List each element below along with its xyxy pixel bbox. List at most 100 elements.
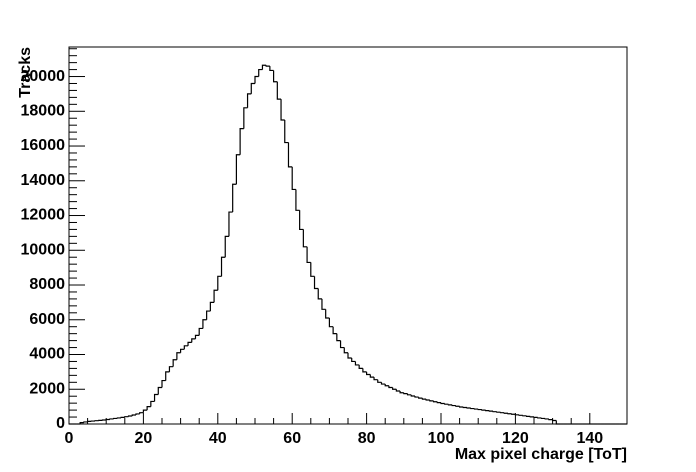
y-axis-title: Tracks: [17, 47, 34, 98]
histogram-bin: [284, 119, 289, 144]
histogram-bin: [511, 413, 516, 415]
histogram-bin: [310, 262, 315, 277]
histogram-bin: [351, 357, 356, 363]
histogram-bin: [239, 128, 244, 155]
histogram-bin: [246, 93, 252, 108]
histogram-bin: [317, 288, 322, 300]
histogram-bin: [258, 68, 263, 77]
histogram-bin: [481, 409, 486, 411]
histogram-bin: [209, 301, 215, 312]
histogram-bin: [105, 418, 110, 421]
histogram-bin: [343, 347, 348, 354]
histogram-bin: [235, 154, 241, 185]
histogram-bin: [243, 107, 248, 129]
histogram-bin: [507, 413, 512, 415]
histogram-bin: [109, 418, 114, 420]
histogram-bin: [354, 361, 360, 366]
histogram-bin: [518, 414, 523, 416]
histogram-bin: [473, 408, 479, 410]
histogram-bin: [139, 412, 144, 414]
x-tick-label: 60: [283, 430, 301, 447]
y-tick-label: 12000: [21, 207, 66, 224]
y-tick-label: 6000: [29, 311, 65, 328]
y-tick-label: 14000: [21, 172, 66, 189]
histogram-bin: [555, 420, 561, 425]
histogram-bin: [477, 408, 482, 411]
histogram-bin: [120, 416, 125, 418]
histogram-bin: [194, 334, 200, 339]
histogram-bin: [325, 309, 330, 319]
histogram-bin: [254, 75, 259, 84]
histogram-bin: [377, 379, 382, 383]
histogram-bin: [265, 65, 270, 67]
histogram-bin: [232, 183, 237, 213]
histogram-bin: [496, 411, 501, 413]
histogram-bin: [127, 415, 133, 417]
y-tick-label: 16000: [21, 137, 66, 154]
histogram-bin: [176, 352, 181, 360]
histogram-bin: [261, 64, 267, 70]
histogram-bin: [295, 189, 300, 211]
histogram-bin: [455, 405, 460, 407]
y-tick-label: 2000: [29, 380, 65, 397]
histogram-bin: [213, 289, 218, 303]
histogram-bin: [392, 387, 397, 390]
histogram-bin: [432, 400, 438, 403]
histogram-bin: [172, 359, 177, 367]
histogram-bin: [142, 409, 148, 413]
histogram-bin: [362, 368, 367, 373]
x-tick-label: 80: [358, 430, 376, 447]
histogram-bin: [466, 407, 471, 409]
histogram-bin: [313, 276, 319, 290]
histogram-bin: [425, 399, 430, 401]
histogram-bin: [447, 404, 453, 406]
histogram-bin: [499, 412, 505, 414]
histogram-bin: [198, 327, 203, 336]
histogram-bin: [414, 396, 419, 398]
y-tick-label: 10000: [21, 241, 66, 258]
histogram-bin: [116, 417, 122, 419]
y-tick-label: 0: [56, 415, 65, 432]
histogram-bin: [548, 418, 553, 421]
histogram-bin: [87, 420, 92, 422]
histogram-bin: [552, 419, 557, 422]
y-tick-label: 4000: [29, 346, 65, 363]
y-tick-label: 20000: [21, 68, 66, 85]
histogram-bin: [183, 345, 189, 350]
x-axis-title: Max pixel charge [ToT]: [455, 446, 627, 463]
histogram-bin: [339, 340, 345, 349]
histogram-bin: [332, 326, 337, 335]
histogram-bin: [291, 166, 296, 191]
histogram-bin: [150, 400, 155, 407]
histogram-bin: [488, 410, 494, 412]
histogram-bin: [384, 384, 389, 387]
histogram-bin: [113, 417, 118, 420]
histogram-bin: [366, 371, 371, 376]
histogram-bin: [429, 400, 434, 402]
histogram-bin: [406, 393, 412, 396]
histogram-bin: [280, 99, 285, 121]
histogram-bin: [403, 392, 408, 395]
histogram-bin: [399, 390, 404, 394]
histogram-bin: [302, 229, 308, 248]
histogram-bin: [224, 235, 229, 258]
histogram-bin: [131, 414, 136, 417]
histogram-bin: [321, 298, 326, 310]
histogram-bin: [459, 406, 464, 408]
histogram-bin: [153, 393, 159, 402]
histogram-bin: [533, 416, 538, 418]
histogram-bin: [388, 385, 393, 389]
histogram-bin: [485, 410, 490, 412]
histogram-bin: [522, 415, 527, 417]
histogram-bin: [525, 415, 531, 417]
histogram-bin: [168, 366, 174, 372]
y-tick-label: 8000: [29, 276, 65, 293]
histogram-bin: [373, 377, 378, 381]
histogram-bin: [395, 389, 401, 392]
histogram-bin: [79, 422, 84, 424]
histogram-bin: [410, 394, 415, 397]
histogram-bin: [347, 352, 352, 359]
histogram-bin: [299, 210, 304, 231]
histogram-bin: [369, 374, 375, 378]
